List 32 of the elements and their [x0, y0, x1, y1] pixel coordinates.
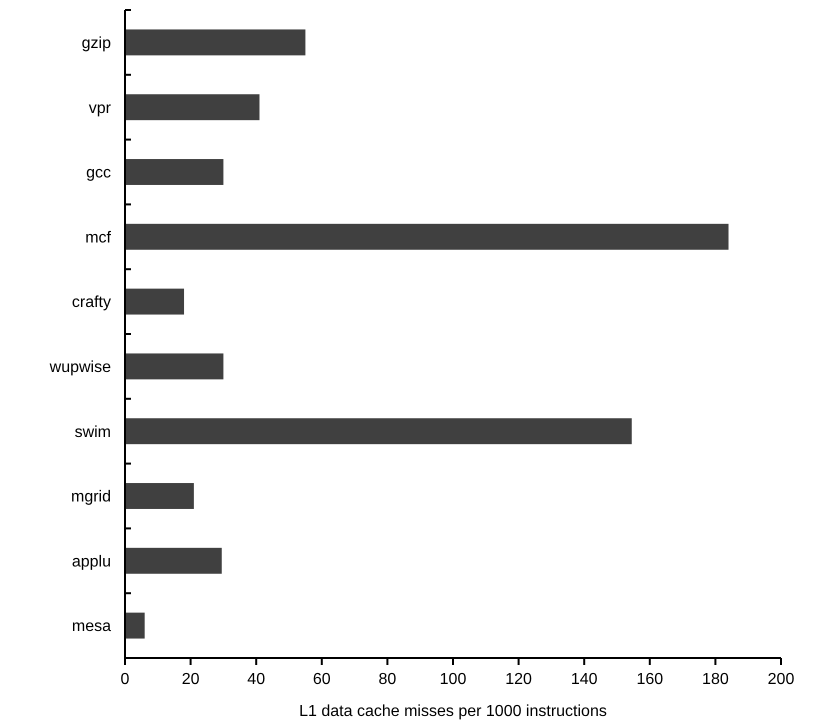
- y-tick-label: mesa: [72, 618, 112, 636]
- x-tick-label: 180: [702, 671, 729, 688]
- bar: [125, 418, 632, 444]
- y-tick-label: mgrid: [70, 488, 111, 506]
- y-tick-label: vpr: [88, 100, 112, 117]
- y-tick-label: mcf: [85, 229, 112, 246]
- bar: [125, 288, 184, 315]
- x-tick-label: 160: [636, 671, 664, 688]
- y-tick-label: crafty: [72, 294, 111, 312]
- bar: [125, 353, 224, 380]
- bar: [125, 224, 729, 250]
- x-tick-label: 120: [505, 671, 532, 688]
- y-tick-label: swim: [74, 424, 111, 441]
- x-tick-label: 140: [570, 671, 598, 688]
- x-tick-label: 40: [247, 671, 266, 688]
- bar: [125, 612, 145, 639]
- x-tick-label: 20: [182, 671, 200, 688]
- x-tick-label: 80: [378, 671, 396, 688]
- bar: [125, 483, 194, 509]
- bar: [125, 159, 224, 185]
- y-tick-label: gcc: [86, 164, 111, 182]
- y-tick-label: gzip: [82, 35, 112, 52]
- x-tick-label: 100: [440, 671, 466, 688]
- y-tick-label: applu: [72, 553, 111, 570]
- x-tick-label: 0: [120, 671, 130, 688]
- bar: [125, 94, 260, 120]
- x-tick-label: 60: [312, 671, 331, 688]
- x-tick-label: 200: [768, 671, 794, 688]
- x-axis-title: L1 data cache misses per 1000 instructions: [299, 703, 607, 720]
- bar: [125, 548, 222, 574]
- bar: [125, 29, 306, 56]
- y-tick-label: wupwise: [48, 359, 112, 376]
